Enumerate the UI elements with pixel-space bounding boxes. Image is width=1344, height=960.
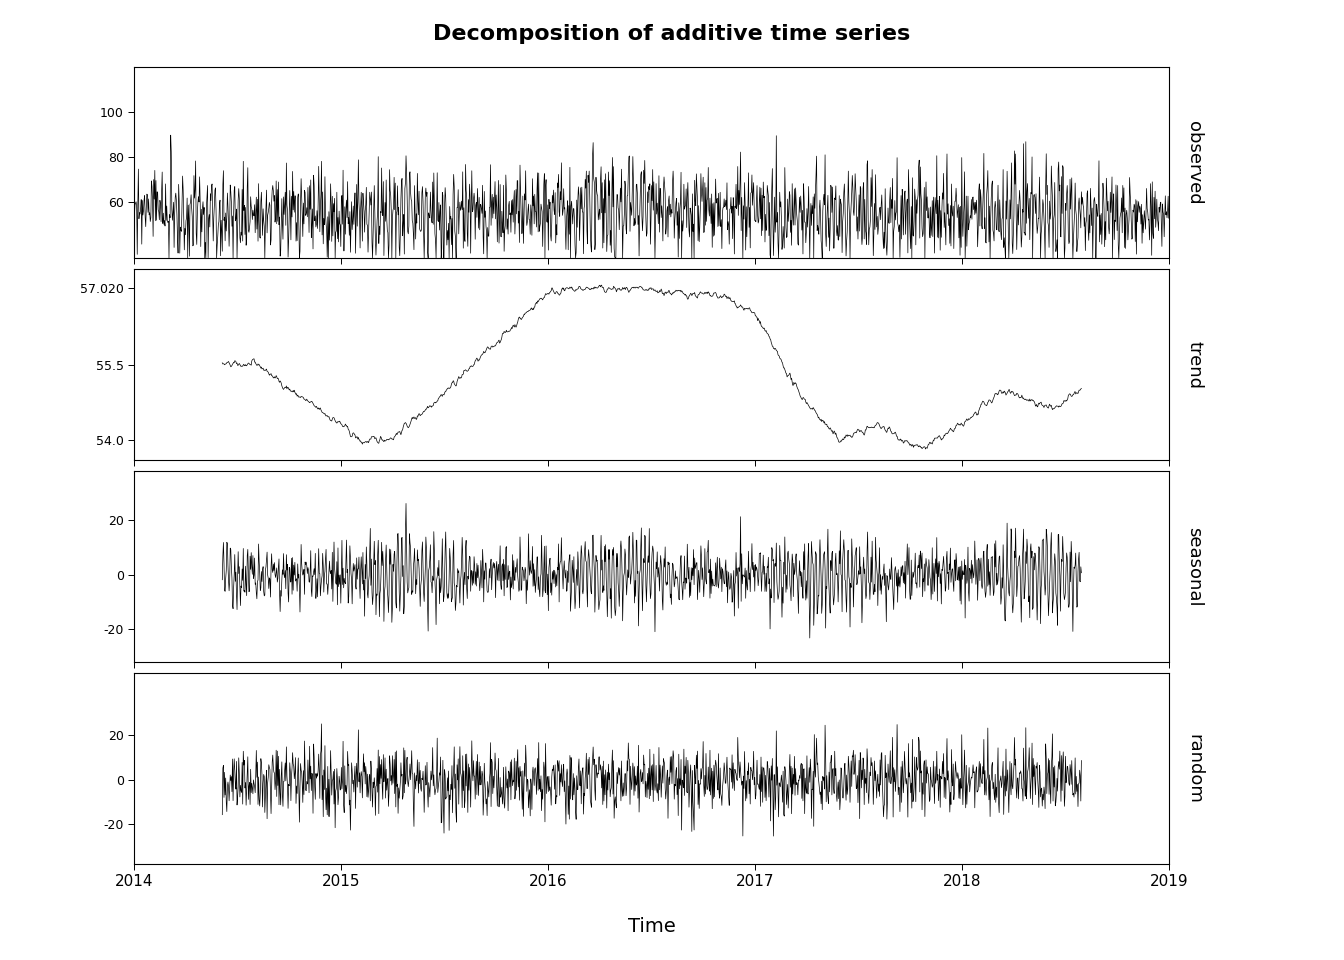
Text: Time: Time [628,917,676,936]
Y-axis label: observed: observed [1185,121,1203,204]
Y-axis label: random: random [1185,733,1203,804]
Y-axis label: seasonal: seasonal [1185,527,1203,607]
Text: Decomposition of additive time series: Decomposition of additive time series [433,24,911,44]
Y-axis label: trend: trend [1185,341,1203,389]
